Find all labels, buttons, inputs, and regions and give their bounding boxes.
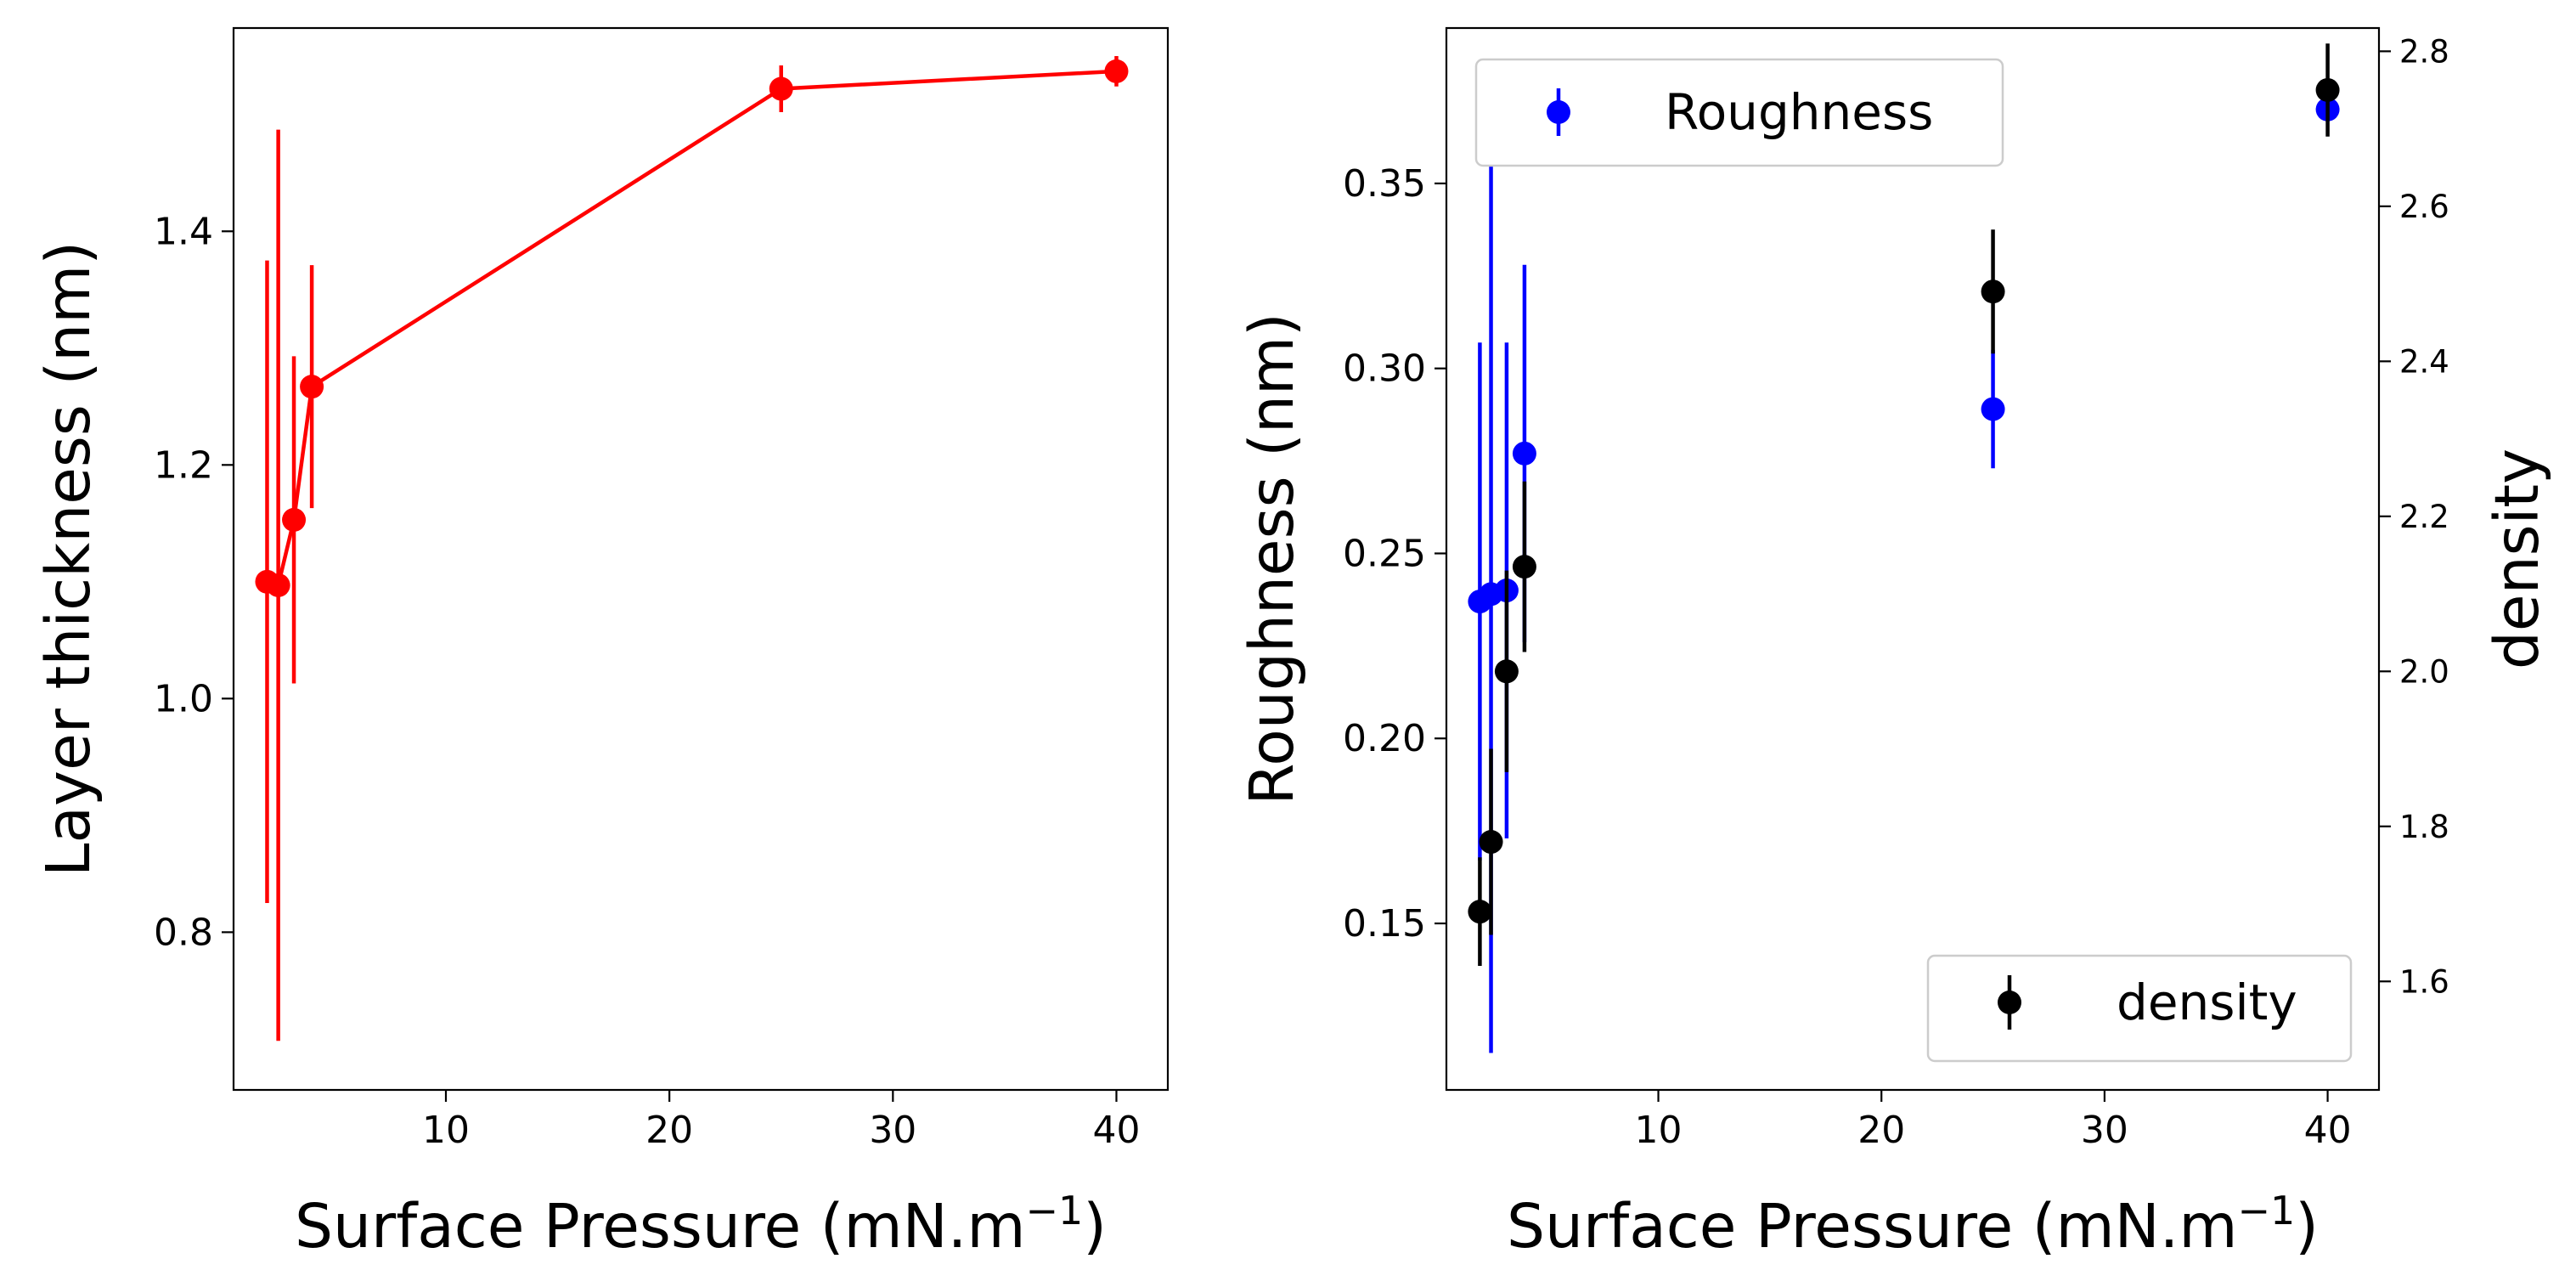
right-x-ticks: 10 20 30 40 [1635, 1090, 2352, 1152]
right-y2-tick-label: 1.6 [2399, 963, 2449, 1000]
legend-roughness: Roughness [1474, 58, 2004, 167]
legend-density-marker [1998, 991, 2021, 1014]
roughness-data-point [1981, 397, 2005, 421]
legend-roughness-box [1474, 58, 2004, 167]
right-y-tick-label: 0.20 [1343, 717, 1426, 760]
thickness-data-point [282, 507, 307, 532]
right-y2-tick-label: 2.8 [2399, 33, 2449, 70]
right-y2-tick-label: 2.6 [2399, 189, 2449, 225]
right-chart: 10 20 30 40 0.15 0.20 0.25 0.30 0.35 1.6 1.8 2.0 2… [1237, 26, 2552, 1262]
left-data-marks [255, 56, 1129, 1041]
left-y-tick-label: 0.8 [154, 911, 213, 954]
right-y-ticks: 0.15 0.20 0.25 0.30 0.35 [1343, 162, 1446, 945]
density-data-point [1981, 279, 2005, 304]
left-y-tick-label: 1.2 [154, 443, 213, 487]
right-y2-tick-label: 2.4 [2399, 343, 2449, 380]
right-plot-frame [1445, 26, 2381, 1092]
legend-roughness-marker [1547, 100, 1570, 124]
density-data-point [1468, 900, 1492, 924]
right-y-tick-label: 0.30 [1343, 347, 1426, 391]
left-y-ticks: 0.8 1.0 1.2 1.4 [154, 210, 234, 954]
left-y-tick-label: 1.4 [154, 210, 213, 253]
legend-density-box [1926, 954, 2353, 1063]
thickness-data-point [769, 76, 793, 101]
right-x-axis-label: Surface Pressure (mN.m−1) [1507, 1188, 2319, 1262]
left-x-tick-label: 30 [869, 1109, 916, 1152]
right-y2-tick-label: 1.8 [2399, 809, 2449, 845]
left-x-tick-label: 10 [422, 1109, 470, 1152]
left-plot-frame [232, 26, 1170, 1092]
left-chart: 10 20 30 40 0.8 1.0 1.2 1.4 Layer thickness (n… [33, 26, 1170, 1262]
legend-density: density [1926, 954, 2353, 1063]
right-x-tick-label: 40 [2304, 1109, 2352, 1152]
roughness-data-point [1512, 441, 1536, 466]
thickness-data-point [1104, 59, 1129, 83]
left-x-axis-label: Surface Pressure (mN.m−1) [295, 1188, 1107, 1262]
legend-density-label: density [2117, 974, 2297, 1031]
right-y-axis-label: Roughness (nm) [1237, 313, 1307, 804]
density-data-point [1512, 555, 1536, 579]
thickness-series-line [266, 69, 1117, 588]
density-data-point [1479, 830, 1503, 855]
left-y-axis-label: Layer thickness (nm) [33, 241, 104, 877]
left-x-ticks: 10 20 30 40 [422, 1090, 1140, 1152]
right-y-tick-label: 0.35 [1343, 162, 1426, 206]
right-x-tick-label: 10 [1635, 1109, 1683, 1152]
right-y2-axis-label: density [2482, 449, 2552, 669]
right-y2-tick-label: 2.2 [2399, 499, 2449, 535]
thickness-data-point [300, 375, 324, 399]
left-x-tick-label: 20 [645, 1109, 693, 1152]
right-y2-ticks: 1.6 1.8 2.0 2.2 2.4 2.6 2.8 [2379, 33, 2449, 1000]
left-y-tick-label: 1.0 [154, 677, 213, 720]
right-y-tick-label: 0.25 [1343, 532, 1426, 575]
right-x-tick-label: 30 [2081, 1109, 2128, 1152]
density-data-point [1494, 659, 1519, 684]
left-x-tick-label: 40 [1092, 1109, 1140, 1152]
legend-roughness-label: Roughness [1665, 83, 1933, 141]
thickness-data-point [266, 573, 290, 597]
density-data-point [2315, 77, 2340, 102]
right-y-tick-label: 0.15 [1343, 902, 1426, 945]
right-x-tick-label: 20 [1857, 1109, 1905, 1152]
right-y2-tick-label: 2.0 [2399, 653, 2449, 690]
right-data-marks [1468, 43, 2340, 1053]
